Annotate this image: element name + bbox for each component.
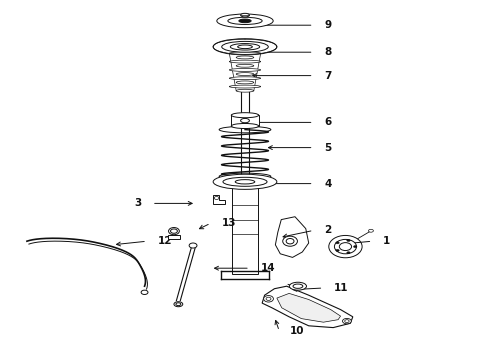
Ellipse shape bbox=[336, 242, 339, 244]
Ellipse shape bbox=[221, 41, 269, 52]
Ellipse shape bbox=[223, 177, 267, 186]
Text: 10: 10 bbox=[290, 326, 305, 336]
Ellipse shape bbox=[354, 246, 357, 248]
Ellipse shape bbox=[236, 64, 254, 67]
Ellipse shape bbox=[229, 52, 261, 55]
Ellipse shape bbox=[336, 249, 339, 252]
Text: 13: 13 bbox=[221, 218, 236, 228]
Ellipse shape bbox=[289, 282, 307, 290]
Text: 3: 3 bbox=[134, 198, 141, 208]
Ellipse shape bbox=[264, 296, 273, 302]
Ellipse shape bbox=[231, 123, 259, 129]
Ellipse shape bbox=[236, 56, 254, 59]
Ellipse shape bbox=[213, 39, 277, 55]
Ellipse shape bbox=[329, 235, 362, 258]
Ellipse shape bbox=[236, 89, 254, 92]
Text: 6: 6 bbox=[324, 117, 332, 127]
Text: 9: 9 bbox=[324, 20, 332, 30]
Ellipse shape bbox=[293, 284, 303, 288]
Polygon shape bbox=[262, 286, 353, 328]
Ellipse shape bbox=[241, 118, 249, 123]
Ellipse shape bbox=[174, 302, 183, 307]
Bar bbox=[168, 235, 180, 239]
Ellipse shape bbox=[345, 320, 349, 323]
Ellipse shape bbox=[343, 318, 351, 324]
Text: 11: 11 bbox=[334, 283, 349, 293]
Polygon shape bbox=[277, 293, 341, 322]
Ellipse shape bbox=[189, 243, 197, 248]
Ellipse shape bbox=[141, 290, 148, 294]
Bar bbox=[232, 184, 258, 274]
Ellipse shape bbox=[368, 229, 373, 232]
Ellipse shape bbox=[239, 19, 251, 23]
Ellipse shape bbox=[286, 238, 294, 244]
Text: 12: 12 bbox=[158, 236, 172, 246]
Text: 8: 8 bbox=[324, 47, 332, 57]
Ellipse shape bbox=[171, 229, 177, 233]
Ellipse shape bbox=[219, 126, 271, 133]
Ellipse shape bbox=[283, 236, 297, 246]
Ellipse shape bbox=[217, 14, 273, 28]
Text: 2: 2 bbox=[324, 225, 332, 235]
Ellipse shape bbox=[241, 13, 249, 17]
Ellipse shape bbox=[219, 173, 271, 180]
Ellipse shape bbox=[231, 113, 259, 118]
Ellipse shape bbox=[335, 239, 356, 254]
Polygon shape bbox=[275, 217, 309, 257]
Ellipse shape bbox=[176, 303, 181, 306]
Ellipse shape bbox=[229, 85, 261, 88]
Ellipse shape bbox=[229, 68, 261, 71]
Ellipse shape bbox=[214, 197, 219, 199]
Ellipse shape bbox=[228, 17, 262, 24]
Text: 5: 5 bbox=[324, 143, 332, 153]
Polygon shape bbox=[213, 195, 225, 204]
Ellipse shape bbox=[347, 252, 350, 254]
Ellipse shape bbox=[266, 297, 271, 300]
Bar bbox=[231, 115, 259, 126]
Ellipse shape bbox=[235, 180, 255, 184]
Ellipse shape bbox=[238, 45, 252, 49]
Ellipse shape bbox=[169, 228, 179, 235]
Text: 14: 14 bbox=[261, 263, 275, 273]
Ellipse shape bbox=[229, 77, 261, 80]
Ellipse shape bbox=[339, 243, 352, 251]
Ellipse shape bbox=[230, 44, 260, 50]
Ellipse shape bbox=[236, 81, 254, 84]
Text: 7: 7 bbox=[324, 71, 332, 81]
Ellipse shape bbox=[347, 239, 350, 242]
Ellipse shape bbox=[213, 174, 277, 189]
Text: 4: 4 bbox=[324, 179, 332, 189]
Ellipse shape bbox=[229, 60, 261, 63]
Text: 1: 1 bbox=[383, 236, 391, 246]
Ellipse shape bbox=[236, 73, 254, 76]
